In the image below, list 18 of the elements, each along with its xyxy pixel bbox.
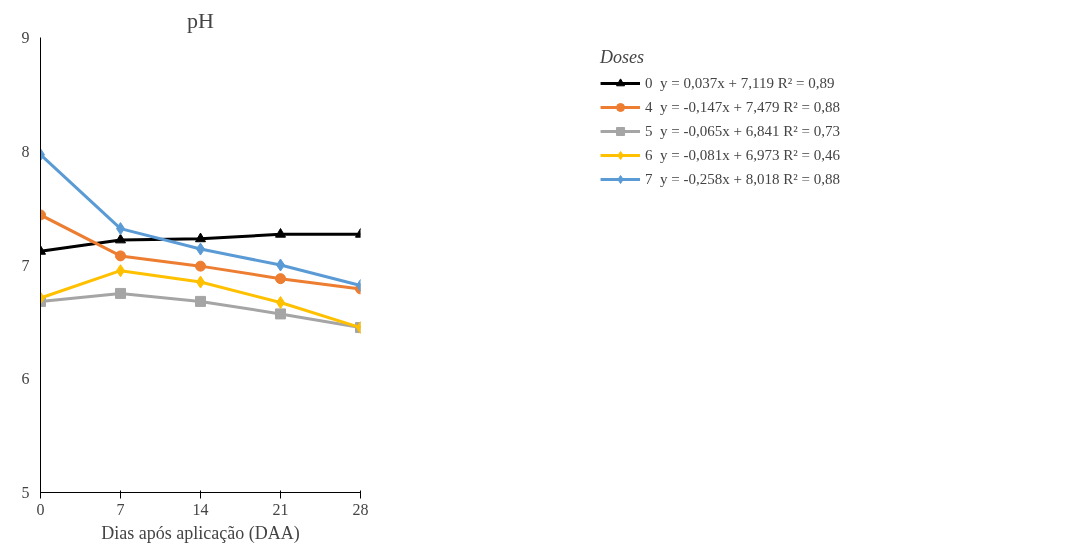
y-tick-label: 8 <box>21 142 30 160</box>
x-tick-label: 0 <box>36 500 45 518</box>
x-tick-label: 28 <box>352 500 369 518</box>
legend-title: Doses <box>600 47 646 68</box>
legend-label: 4 y = -0,147x + 7,479 R² = 0,88 <box>645 98 840 116</box>
y-tick-label: 9 <box>21 29 30 46</box>
x-tick-label: 7 <box>116 500 125 518</box>
legend-label: 6 y = -0,081x + 6,973 R² = 0,46 <box>645 146 840 164</box>
y-tick-label: 7 <box>21 256 30 274</box>
x-axis-title: Dias após aplicação (DAA) <box>101 522 300 544</box>
legend-label: 7 y = -0,258x + 8,018 R² = 0,88 <box>645 170 840 188</box>
chart-title: pH <box>187 7 215 33</box>
x-tick-label: 14 <box>192 500 209 518</box>
y-tick-label: 5 <box>21 484 30 501</box>
legend-label: 5 y = -0,065x + 6,841 R² = 0,73 <box>645 122 840 140</box>
y-tick-label: 6 <box>21 370 30 388</box>
legend-label: 0 y = 0,037x + 7,119 R² = 0,89 <box>645 74 835 92</box>
x-tick-label: 21 <box>272 500 289 518</box>
